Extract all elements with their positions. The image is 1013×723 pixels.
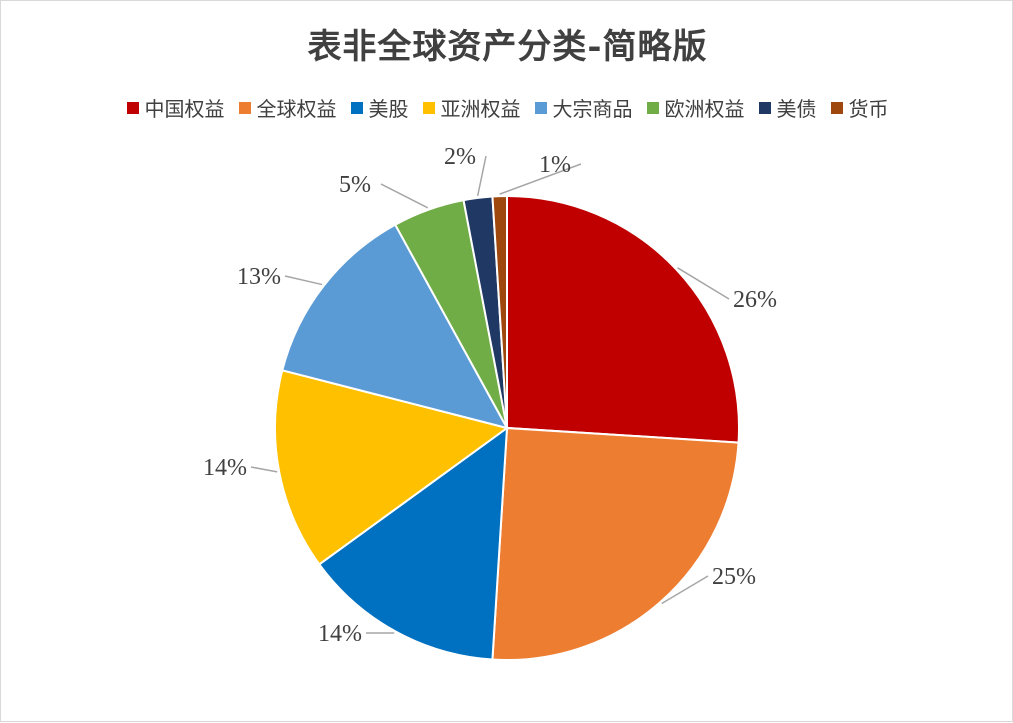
leader-line xyxy=(478,156,486,196)
data-label: 25% xyxy=(712,564,756,590)
data-label: 1% xyxy=(539,152,571,178)
leader-line xyxy=(251,467,277,472)
data-label: 5% xyxy=(339,172,371,198)
data-label: 14% xyxy=(203,455,247,481)
leader-line xyxy=(381,184,428,208)
pie-slice xyxy=(507,196,739,443)
pie-slice xyxy=(492,428,738,660)
leader-line xyxy=(285,276,322,285)
data-label: 14% xyxy=(318,621,362,647)
data-label: 13% xyxy=(237,264,281,290)
data-label: 2% xyxy=(444,144,476,170)
data-label: 26% xyxy=(733,287,777,313)
